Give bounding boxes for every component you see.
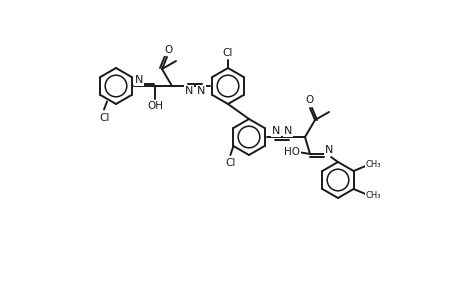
Text: N: N [135,75,143,85]
Text: N: N [324,145,333,155]
Text: N: N [271,126,279,136]
Text: Cl: Cl [100,113,110,123]
Text: HO: HO [283,147,299,157]
Text: O: O [165,45,173,55]
Text: Cl: Cl [222,48,233,58]
Text: Cl: Cl [225,158,235,168]
Text: N: N [197,86,205,96]
Text: CH₃: CH₃ [365,191,380,201]
Text: CH₃: CH₃ [365,159,380,169]
Text: OH: OH [147,101,162,111]
Text: N: N [184,86,193,96]
Text: N: N [283,126,292,136]
Text: O: O [305,95,313,105]
